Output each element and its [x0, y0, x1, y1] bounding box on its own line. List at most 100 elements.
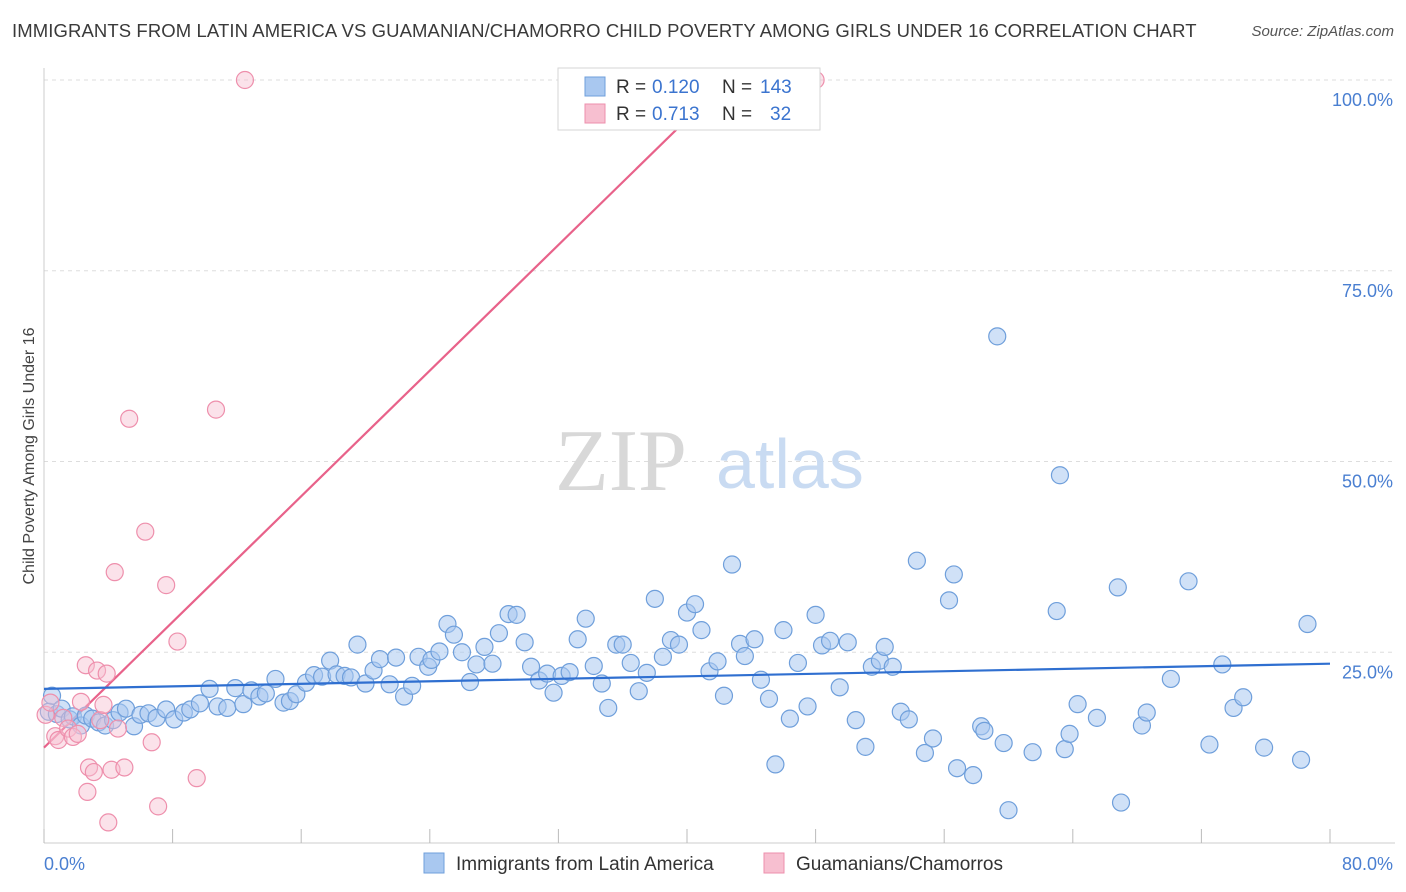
latin-america-point — [1087, 708, 1107, 727]
latin-america-point — [820, 631, 840, 650]
latin-america-point — [1137, 703, 1156, 722]
latin-america-point — [1200, 735, 1219, 754]
guamanian-point — [63, 727, 83, 747]
guamanian-trend — [43, 79, 728, 749]
guamanian-point — [235, 70, 255, 90]
legend-n-value-2: 32 — [770, 104, 791, 125]
x-tick-label: 80.0% — [1342, 854, 1393, 874]
guamanian-trend-line — [43, 79, 728, 749]
x-tick-labels: 0.0% 80.0% — [44, 854, 1393, 874]
guamanian-point — [187, 769, 206, 788]
guamanian-point — [99, 813, 118, 832]
guamanian-point — [157, 576, 176, 595]
watermark: ZIP atlas — [555, 413, 864, 510]
latin-america-point — [515, 633, 534, 652]
latin-america-point — [907, 551, 926, 570]
y-tick-label: 25.0% — [1342, 662, 1393, 682]
guamanian-point — [108, 719, 128, 738]
latin-america-point — [386, 648, 406, 667]
chart-source: Source: ZipAtlas.com — [1251, 23, 1394, 40]
latin-america-point — [939, 591, 959, 610]
latin-america-trend — [43, 662, 1331, 690]
latin-america-point — [1254, 738, 1274, 757]
guamanian-point — [206, 400, 226, 419]
legend-r-label-2: R = — [616, 104, 646, 125]
latin-america-point — [1050, 466, 1070, 485]
latin-america-point — [745, 630, 764, 649]
latin-america-point — [774, 621, 793, 640]
latin-america-point — [988, 327, 1007, 346]
latin-america-point — [735, 646, 754, 666]
latin-america-point — [714, 686, 734, 705]
latin-america-point — [875, 637, 894, 657]
latin-america-point — [576, 609, 595, 628]
latin-america-point — [190, 694, 210, 713]
guamanian-point — [71, 692, 91, 711]
latin-america-point — [256, 684, 275, 703]
latin-america-point — [489, 624, 509, 643]
latin-america-point — [999, 801, 1018, 820]
guamanian-point — [54, 708, 73, 727]
latin-america-point — [1291, 750, 1311, 769]
latin-america-point — [1023, 743, 1042, 762]
latin-america-point — [944, 565, 963, 584]
correlation-legend: R = 0.120 N = 143 R = 0.713 N = 32 — [557, 67, 821, 131]
watermark-atlas: atlas — [716, 425, 864, 503]
latin-america-point — [856, 737, 875, 756]
latin-america-point — [1047, 601, 1066, 621]
chart-title: IMMIGRANTS FROM LATIN AMERICA VS GUAMANI… — [12, 20, 1197, 41]
series-legend: Immigrants from Latin America Guamanians… — [423, 852, 1003, 875]
latin-america-point — [521, 657, 541, 676]
latin-america-point — [883, 657, 902, 676]
guamanian-point — [94, 695, 113, 714]
grid-lines — [44, 79, 1395, 653]
guamanian-point — [168, 632, 187, 651]
latin-america-point — [430, 642, 449, 661]
latin-america-point — [467, 655, 486, 674]
legend-swatch-latin-america — [423, 852, 445, 874]
latin-america-point — [599, 698, 618, 718]
latin-america-point — [200, 679, 219, 698]
guamanian-point — [142, 733, 161, 752]
latin-america-point — [708, 652, 727, 671]
y-axis-label: Child Poverty Among Girls Under 16 — [21, 327, 38, 584]
legend-r-label-1: R = — [616, 77, 646, 98]
latin-america-point — [568, 630, 587, 649]
latin-america-point — [475, 637, 494, 657]
latin-america-point — [621, 653, 640, 673]
latin-america-point — [1068, 695, 1087, 714]
guamanian-point — [120, 409, 139, 428]
latin-america-point — [637, 663, 656, 682]
latin-america-point — [915, 743, 935, 763]
guamanian-point — [78, 782, 97, 801]
watermark-zip: ZIP — [555, 413, 687, 510]
latin-america-point — [613, 635, 632, 654]
guamanian-point — [84, 762, 103, 782]
latin-america-point — [947, 759, 967, 778]
latin-america-point — [1111, 793, 1131, 812]
latin-america-point — [766, 755, 785, 774]
latin-america-point — [629, 682, 648, 701]
latin-america-point — [1179, 572, 1198, 591]
latin-america-point — [560, 662, 579, 682]
latin-america-point — [460, 672, 480, 692]
y-tick-labels: 25.0% 50.0% 75.0% 100.0% — [1332, 90, 1393, 682]
guamanian-point — [68, 724, 87, 743]
latin-america-point — [1055, 740, 1074, 759]
latin-america-point — [685, 595, 705, 614]
latin-america-point — [1108, 578, 1127, 597]
latin-america-point — [838, 633, 857, 652]
latin-america-point — [846, 711, 865, 730]
x-tick-label: 0.0% — [44, 854, 85, 874]
latin-america-point — [218, 698, 237, 718]
latin-america-point — [403, 676, 422, 695]
guamanian-point — [59, 719, 78, 738]
guamanian-point — [115, 758, 134, 777]
latin-america-point — [452, 643, 472, 662]
latin-america-point — [692, 621, 711, 640]
legend-swatch-guamanian — [763, 852, 785, 874]
latin-america-point — [348, 635, 367, 654]
guamanian-point — [97, 664, 116, 683]
latin-america-point — [759, 689, 779, 708]
